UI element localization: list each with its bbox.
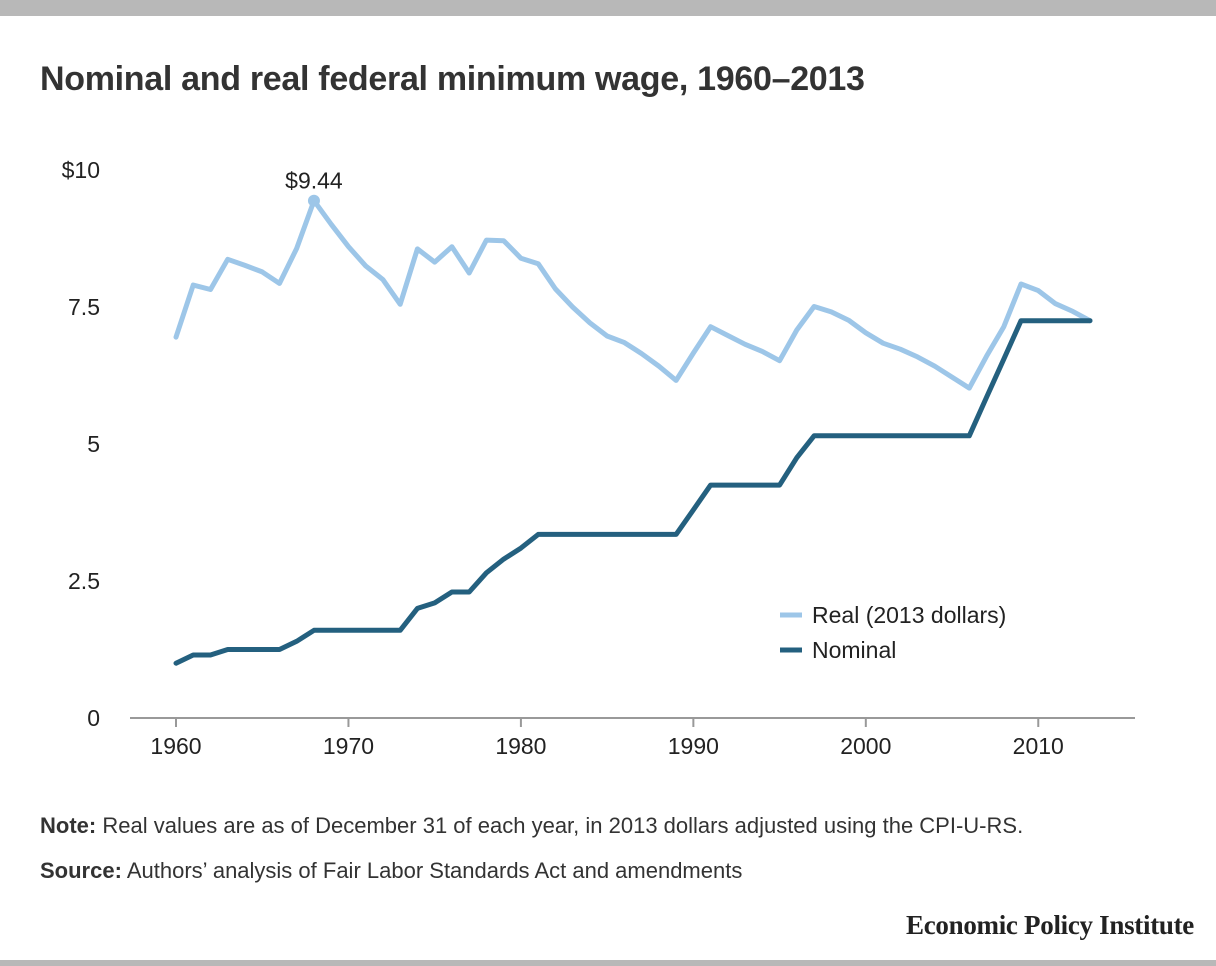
y-tick-label: $10 [62,157,100,183]
y-axis: 0 2.5 5 7.5 $10 [62,157,100,731]
x-tick-label: 2010 [1013,733,1064,759]
x-tick-label: 1960 [150,733,201,759]
y-tick-label: 0 [87,705,100,731]
brand-logo-text: Economic Policy Institute [906,910,1194,940]
series-layer [173,198,1093,666]
legend-label-real: Real (2013 dollars) [812,602,1006,628]
peak-marker-dot [307,194,320,207]
legend-label-nominal: Nominal [812,637,896,663]
nominal-series-line [173,318,1093,666]
source-text: Authors’ analysis of Fair Labor Standard… [126,858,743,883]
legend: Real (2013 dollars) Nominal [780,602,1006,663]
y-tick-label: 2.5 [68,568,100,594]
peak-value-label: $9.44 [285,168,343,194]
annotation-layer: $9.44 [285,168,343,207]
chart-note: Note: Real values are as of December 31 … [40,813,1023,839]
top-border-bar [0,0,1216,16]
x-axis: 1960 1970 1980 1990 2000 2010 [130,717,1135,759]
chart-title: Nominal and real federal minimum wage, 1… [40,60,865,98]
y-tick-label: 5 [87,431,100,457]
chart-source: Source: Authors’ analysis of Fair Labor … [40,858,742,884]
x-tick-label: 1970 [323,733,374,759]
x-tick-label: 2000 [840,733,891,759]
chart-canvas: 0 2.5 5 7.5 $10 1960 1970 1980 1990 2000 2010 $9.… [62,157,1135,759]
x-tick-label: 1980 [495,733,546,759]
source-label: Source: [40,858,122,883]
bottom-border-bar [0,960,1216,966]
note-text: Real values are as of December 31 of eac… [102,813,1024,838]
x-tick-label: 1990 [668,733,719,759]
y-tick-label: 7.5 [68,294,100,320]
note-label: Note: [40,813,97,838]
real-series-line [173,198,1093,391]
